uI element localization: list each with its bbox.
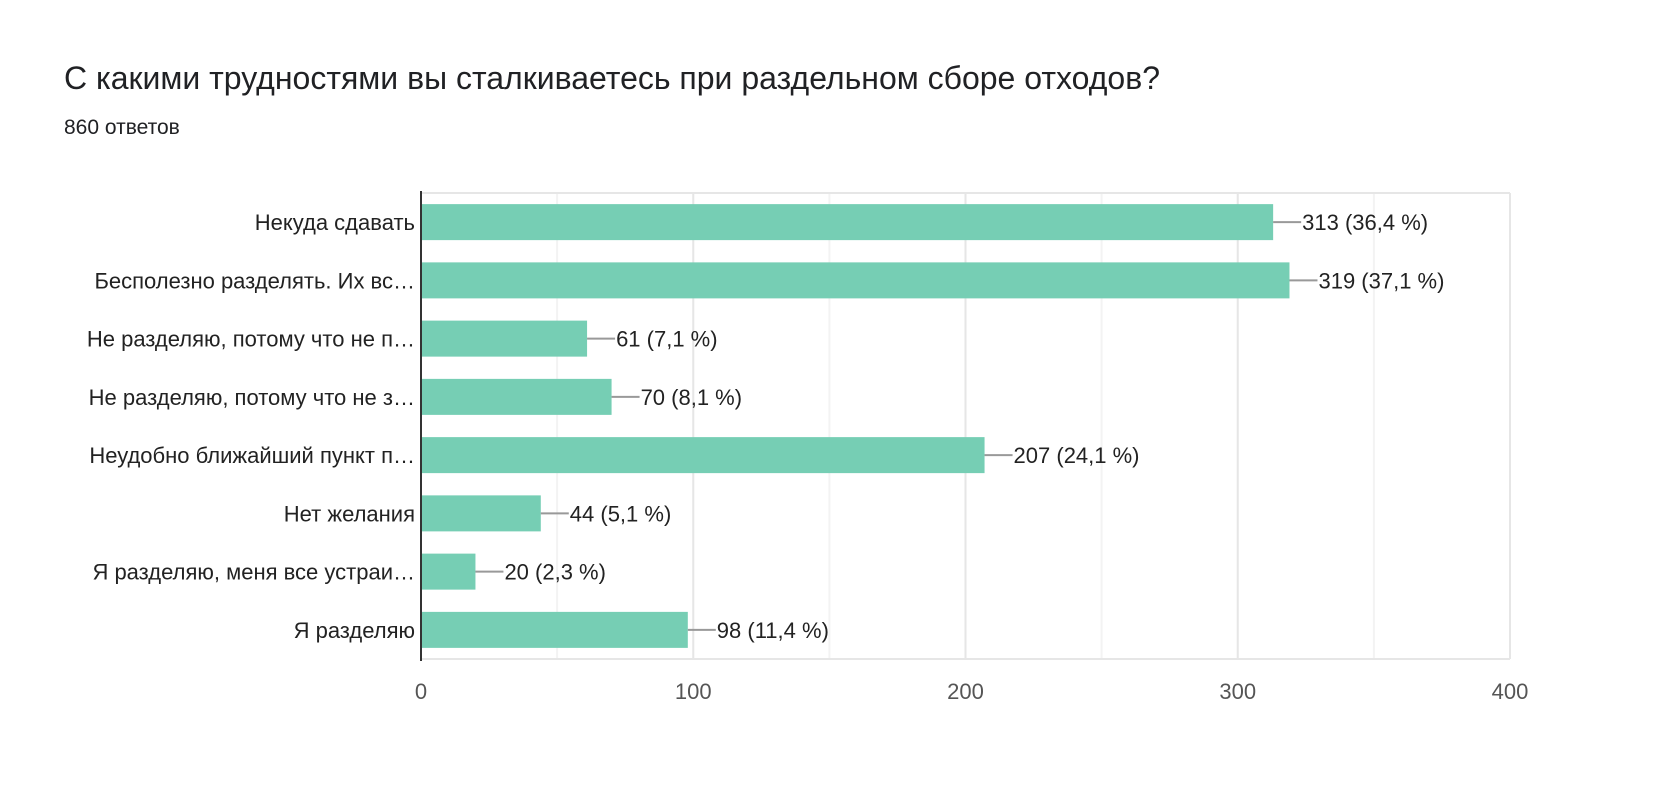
data-label: 207 (24,1 %) [1014, 443, 1140, 468]
bar [421, 495, 541, 532]
bar [421, 611, 688, 648]
bar [421, 204, 1274, 241]
category-label: Неудобно ближайший пункт п… [89, 443, 415, 468]
bar [421, 437, 985, 474]
bar [421, 553, 476, 590]
data-label: 319 (37,1 %) [1318, 268, 1444, 293]
x-tick-label: 300 [1219, 679, 1256, 704]
x-tick-label: 100 [675, 679, 712, 704]
data-label: 44 (5,1 %) [570, 501, 672, 526]
x-tick-label: 200 [947, 679, 984, 704]
category-label: Не разделяю, потому что не з… [89, 385, 415, 410]
chart-title: С какими трудностями вы сталкиваетесь пр… [64, 60, 1160, 96]
category-label: Я разделяю, меня все устраи… [92, 560, 415, 585]
category-label: Не разделяю, потому что не п… [87, 327, 415, 352]
category-label: Некуда сдавать [255, 210, 415, 235]
data-label: 61 (7,1 %) [616, 327, 718, 352]
response-count: 860 ответов [64, 116, 180, 139]
data-label: 313 (36,4 %) [1302, 210, 1428, 235]
data-label: 70 (8,1 %) [641, 385, 743, 410]
category-label: Нет желания [284, 501, 415, 526]
data-label: 20 (2,3 %) [504, 560, 606, 585]
bar [421, 320, 588, 357]
bar [421, 378, 612, 415]
x-tick-label: 0 [415, 679, 427, 704]
category-label: Я разделяю [294, 618, 415, 643]
bar [421, 262, 1290, 299]
category-label: Бесполезно разделять. Их вс… [94, 268, 415, 293]
x-tick-label: 400 [1492, 679, 1529, 704]
data-label: 98 (11,4 %) [717, 618, 829, 643]
